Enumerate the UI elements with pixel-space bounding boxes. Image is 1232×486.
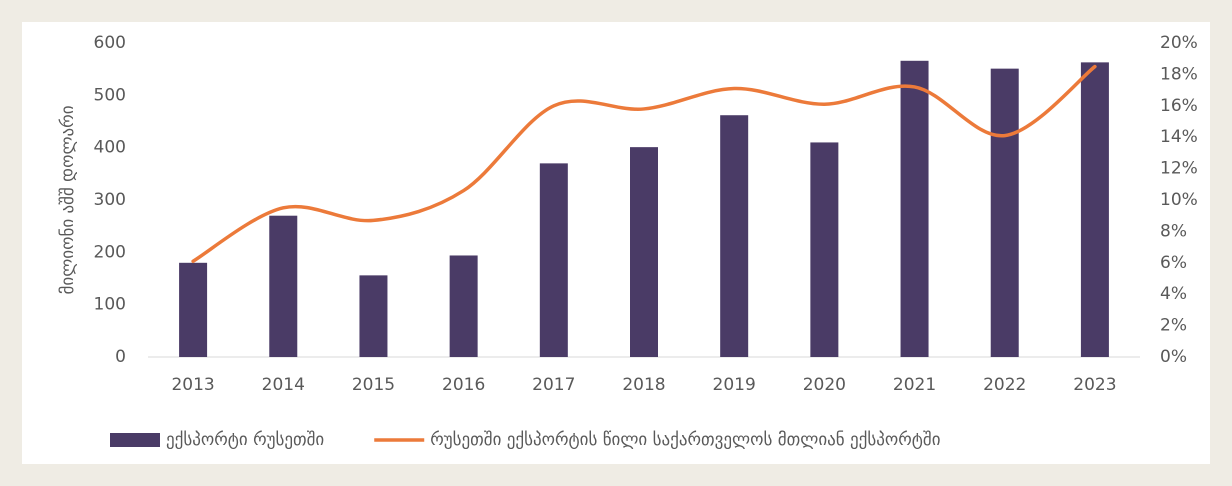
y-tick-label: 200	[94, 242, 126, 262]
bar	[269, 215, 298, 357]
x-tick-label: 2014	[262, 375, 305, 395]
y2-tick-label: 4%	[1160, 284, 1187, 304]
x-tick-label: 2019	[713, 375, 756, 395]
bar	[539, 163, 568, 357]
y2-tick-label: 8%	[1160, 221, 1187, 241]
y2-tick-label: 6%	[1160, 253, 1187, 273]
y2-tick-label: 2%	[1160, 316, 1187, 336]
x-tick-label: 2015	[352, 375, 395, 395]
y-axis-label: მილიონი აშშ დოლარი	[58, 106, 78, 295]
bar	[900, 60, 929, 357]
x-tick-label: 2020	[803, 375, 846, 395]
y2-tick-label: 20%	[1160, 33, 1198, 53]
y2-tick-label: 10%	[1160, 190, 1198, 210]
y-tick-label: 400	[94, 138, 126, 158]
y-tick-label: 500	[94, 85, 126, 105]
legend-label: რუსეთში ექსპორტის წილი საქართველოს მთლია…	[430, 430, 940, 450]
panel	[22, 22, 1210, 464]
bar	[720, 115, 749, 357]
bar	[630, 147, 658, 357]
y-tick-label: 600	[94, 33, 126, 53]
x-tick-label: 2017	[532, 375, 575, 395]
y2-tick-label: 14%	[1160, 127, 1198, 147]
line	[191, 64, 1097, 263]
bar	[449, 255, 478, 357]
y-tick-label: 300	[94, 190, 126, 210]
y2-tick-label: 16%	[1160, 96, 1198, 116]
x-tick-label: 2018	[622, 375, 665, 395]
legend-label: ექსპორტი რუსეთში	[166, 430, 324, 450]
bar	[1080, 62, 1109, 357]
bar	[359, 275, 388, 357]
y2-tick-label: 18%	[1160, 64, 1198, 84]
x-tick-label: 2023	[1073, 375, 1116, 395]
y2-tick-label: 12%	[1160, 159, 1198, 179]
y2-tick-label: 0%	[1160, 347, 1187, 367]
x-tick-label: 2021	[893, 375, 936, 395]
y-tick-label: 0	[115, 347, 126, 367]
y-tick-label: 100	[94, 295, 126, 315]
bar	[810, 142, 839, 357]
bar	[179, 262, 208, 357]
bar	[990, 68, 1019, 357]
x-tick-label: 2013	[171, 375, 214, 395]
x-tick-label: 2022	[983, 375, 1026, 395]
x-tick-label: 2016	[442, 375, 485, 395]
legend-swatch	[110, 433, 160, 447]
